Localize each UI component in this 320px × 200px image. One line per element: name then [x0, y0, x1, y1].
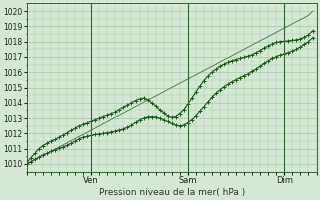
X-axis label: Pression niveau de la mer( hPa ): Pression niveau de la mer( hPa ): [99, 188, 245, 197]
